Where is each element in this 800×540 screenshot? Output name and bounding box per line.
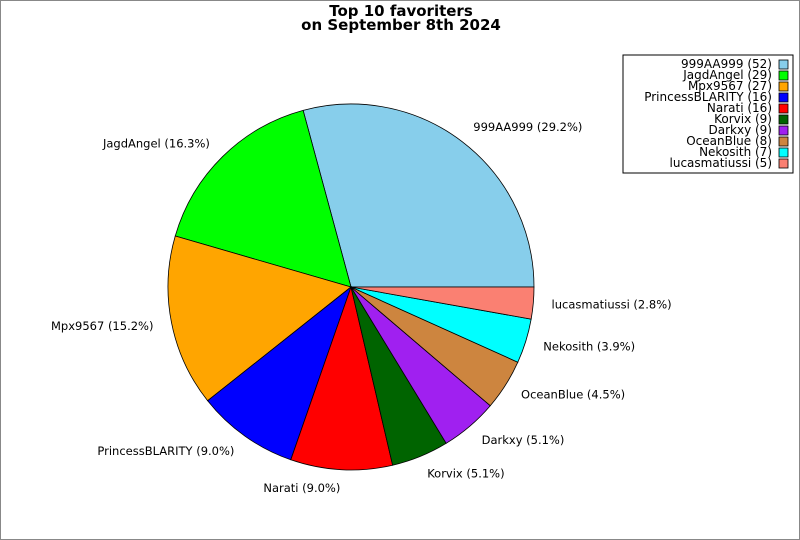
chart-title-line-1: Top 10 favoriters [329, 2, 473, 20]
legend-swatch [778, 92, 789, 103]
legend-entry: Mpx9567 (27) [688, 79, 772, 93]
legend-entry: Nekosith (7) [699, 145, 772, 159]
slice-label: Korvix (5.1%) [427, 466, 504, 480]
legend-entry: JagdAngel (29) [682, 68, 772, 82]
chart-title-line-2: on September 8th 2024 [301, 16, 501, 34]
legend-swatch [778, 70, 789, 81]
pie-slice-JagdAngel [174, 109, 352, 288]
slice-label: JagdAngel (16.3%) [102, 136, 210, 150]
legend-swatch [778, 103, 789, 114]
legend-swatch [778, 136, 789, 147]
pie-slice-Mpx9567 [167, 235, 352, 402]
pie-slice-PrincessBLARITY [207, 285, 352, 461]
legend-entry: Darkxy (9) [709, 123, 773, 137]
legend-box [622, 54, 794, 174]
legend-entry: PrincessBLARITY (16) [644, 90, 772, 104]
legend-swatch [778, 125, 789, 136]
legend-swatch [778, 114, 789, 125]
legend-entry: 999AA999 (52) [681, 57, 772, 71]
legend-swatch [778, 158, 789, 169]
legend-entry: Korvix (9) [714, 112, 772, 126]
slice-label: 999AA999 (29.2%) [473, 120, 582, 134]
slice-label: lucasmatiussi (2.8%) [552, 298, 672, 312]
pie-slice-999AA999 [302, 103, 535, 288]
legend-swatch [778, 81, 789, 92]
legend-swatch [778, 59, 789, 70]
slice-label: Darkxy (5.1%) [482, 433, 565, 447]
slice-label: Mpx9567 (15.2%) [51, 319, 153, 333]
slice-label: Narati (9.0%) [263, 481, 340, 495]
slice-label: OceanBlue (4.5%) [521, 388, 625, 402]
legend-swatch [778, 147, 789, 158]
slice-label: PrincessBLARITY (9.0%) [97, 444, 234, 458]
pie-slice-lucasmatiussi [350, 286, 535, 320]
legend-entry: OceanBlue (8) [686, 134, 772, 148]
slice-label: Nekosith (3.9%) [543, 339, 635, 353]
legend-entry: Narati (16) [707, 101, 772, 115]
pie-slice-Narati [290, 285, 394, 471]
legend-entry: lucasmatiussi (5) [670, 156, 772, 170]
